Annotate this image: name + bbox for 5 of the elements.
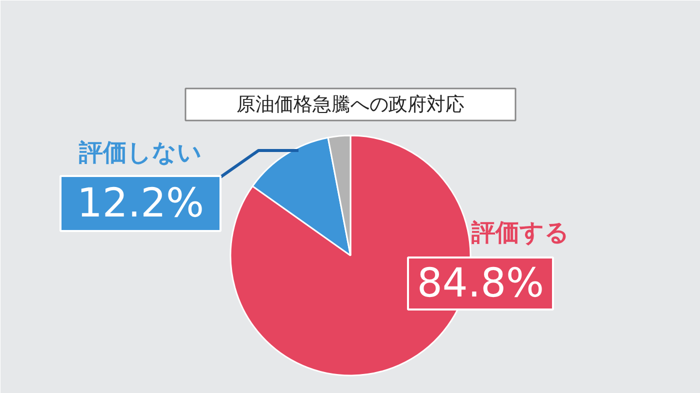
data-label: 12.2% (76, 180, 204, 226)
data-label: 84.8% (416, 260, 544, 306)
slice-label: 評価する (470, 218, 570, 246)
slice-label: 評価しない (78, 138, 202, 166)
chart-title: 原油価格急騰への政府対応 (236, 94, 464, 116)
